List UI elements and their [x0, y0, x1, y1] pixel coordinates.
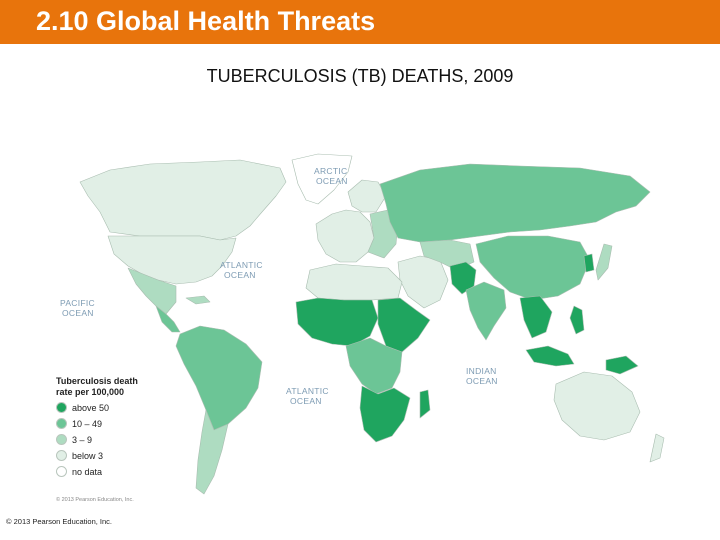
legend-item: 3 – 9 [56, 432, 166, 447]
region-new-zealand [649, 433, 665, 463]
region-southern-africa [359, 385, 411, 443]
region-central-america [155, 305, 181, 333]
legend-item: above 50 [56, 400, 166, 415]
region-middle-east [397, 255, 449, 309]
region-madagascar [419, 389, 431, 419]
region-russia [379, 163, 651, 243]
legend-item: 10 – 49 [56, 416, 166, 431]
region-korea [583, 253, 595, 273]
region-europe-west [315, 209, 375, 263]
ocean-label-atlantic-north-2: OCEAN [224, 270, 256, 280]
ocean-label-arctic: ARCTIC [314, 166, 347, 176]
ocean-label-arctic-2: OCEAN [316, 176, 348, 186]
region-china [475, 235, 591, 301]
ocean-label-atlantic-north: ATLANTIC [220, 260, 263, 270]
map-legend: Tuberculosis death rate per 100,000 abov… [56, 376, 166, 479]
ocean-label-indian-2: OCEAN [466, 376, 498, 386]
legend-label: 3 – 9 [72, 434, 93, 445]
slide-title: 2.10 Global Health Threats [36, 6, 376, 36]
region-india [465, 281, 507, 341]
region-scandinavia [347, 179, 387, 213]
region-north-africa [305, 263, 403, 301]
region-japan [595, 243, 613, 281]
region-west-africa [295, 297, 379, 347]
region-east-africa [377, 297, 431, 353]
map-regions [79, 153, 665, 495]
legend-item: below 3 [56, 448, 166, 463]
slide-copyright: © 2013 Pearson Education, Inc. [6, 517, 113, 526]
ocean-label-pacific-2: OCEAN [62, 308, 94, 318]
legend-title-line2: rate per 100,000 [56, 387, 125, 397]
region-afghanistan-pakistan [449, 261, 477, 295]
region-south-america-north [175, 325, 263, 431]
legend-swatch [56, 450, 67, 461]
legend-label: no data [72, 466, 103, 477]
region-philippines [569, 305, 585, 335]
ocean-label-atlantic-south: ATLANTIC [286, 386, 329, 396]
legend-title-line1: Tuberculosis death [56, 376, 138, 386]
region-greenland [291, 153, 353, 205]
region-indonesia [525, 345, 575, 367]
legend-swatch [56, 466, 67, 477]
ocean-label-atlantic-south-2: OCEAN [290, 396, 322, 406]
region-southeast-asia [519, 295, 553, 339]
ocean-label-pacific: PACIFIC [60, 298, 95, 308]
legend-swatch [56, 434, 67, 445]
world-map: ARCTIC OCEAN ATLANTIC OCEAN PACIFIC OCEA… [40, 140, 690, 520]
legend-label: below 3 [72, 450, 104, 461]
region-usa [107, 235, 237, 285]
legend-swatch [56, 418, 67, 429]
region-canada [79, 159, 287, 241]
legend-swatch [56, 402, 67, 413]
region-papua [605, 355, 639, 375]
legend-item: no data [56, 464, 166, 479]
legend-label: 10 – 49 [72, 418, 103, 429]
region-caribbean [185, 295, 211, 305]
region-australia [553, 371, 641, 441]
region-south-america-south [195, 409, 229, 495]
legend-label: above 50 [72, 402, 110, 413]
title-bar: 2.10 Global Health Threats [0, 0, 720, 44]
ocean-label-indian: INDIAN [466, 366, 497, 376]
map-title: TUBERCULOSIS (TB) DEATHS, 2009 [206, 66, 514, 86]
region-central-africa [345, 337, 403, 395]
ocean-labels: ARCTIC OCEAN ATLANTIC OCEAN PACIFIC OCEA… [60, 166, 498, 406]
world-map-svg: ARCTIC OCEAN ATLANTIC OCEAN PACIFIC OCEA… [60, 153, 665, 495]
map-inner-credit: © 2013 Pearson Education, Inc. [56, 497, 134, 503]
